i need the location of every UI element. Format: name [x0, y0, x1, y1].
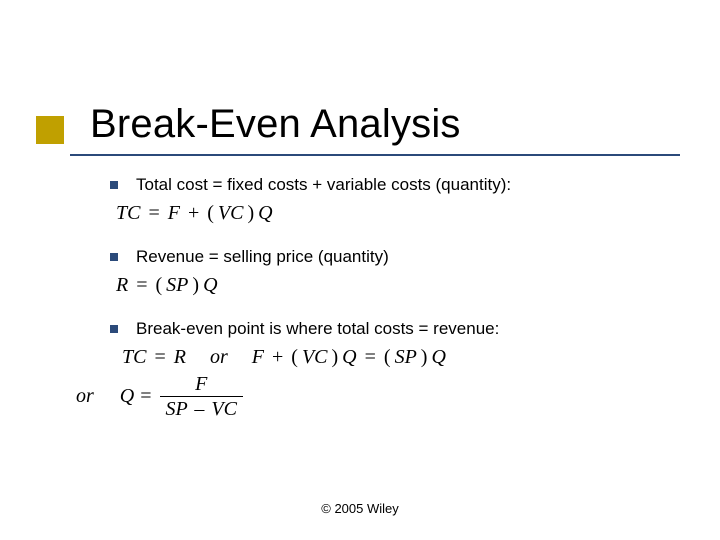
var-q: Q [203, 274, 217, 296]
var-vc: VC [211, 398, 237, 420]
close-paren: ) [192, 274, 199, 296]
formula-break-even: TC = R or F + (VC)Q = (SP)Q or Q [116, 346, 660, 419]
footer-copyright: © 2005 Wiley [0, 501, 720, 516]
var-q: Q [120, 385, 134, 408]
word-or: or [76, 385, 94, 408]
var-sp: SP [166, 398, 188, 420]
bullet-row: Total cost = fixed costs + variable cost… [110, 174, 660, 196]
open-paren: ( [291, 346, 298, 368]
title-underline [70, 154, 680, 156]
bullet-text: Revenue = selling price (quantity) [136, 246, 389, 268]
bullet-text: Break-even point is where total costs = … [136, 318, 499, 340]
formula-revenue: R = (SP)Q [116, 274, 660, 296]
square-bullet-icon [110, 253, 118, 261]
var-q: Q [258, 202, 272, 224]
var-vc: VC [302, 346, 328, 368]
bullet-row: Break-even point is where total costs = … [110, 318, 660, 340]
formula-total-cost: TC = F + (VC)Q [116, 202, 660, 224]
var-r: R [116, 274, 128, 296]
bullet-row: Revenue = selling price (quantity) [110, 246, 660, 268]
var-sp: SP [166, 274, 188, 296]
slide: Break-Even Analysis Total cost = fixed c… [0, 0, 720, 540]
word-or: or [210, 346, 228, 368]
title-row: Break-Even Analysis [90, 102, 680, 146]
var-f: F [252, 346, 264, 368]
page-title: Break-Even Analysis [90, 102, 680, 146]
var-q: Q [342, 346, 356, 368]
var-vc: VC [218, 202, 244, 224]
var-tc: TC [122, 346, 146, 368]
square-bullet-icon [110, 181, 118, 189]
section-break-even: Break-even point is where total costs = … [110, 318, 660, 419]
minus-sign: – [192, 398, 206, 420]
section-total-cost: Total cost = fixed costs + variable cost… [110, 174, 660, 224]
formula-be-line1: TC = R or F + (VC)Q = (SP)Q [122, 346, 660, 368]
square-bullet-icon [110, 325, 118, 333]
equals-sign: = [150, 346, 169, 368]
var-tc: TC [116, 202, 140, 224]
fraction-numerator: F [189, 374, 213, 394]
equals-sign: = [144, 202, 163, 224]
fraction-denominator: SP – VC [160, 399, 243, 419]
equals-sign: = [132, 274, 151, 296]
accent-square [36, 116, 64, 144]
var-sp: SP [395, 346, 417, 368]
fraction-bar [160, 396, 243, 397]
close-paren: ) [332, 346, 339, 368]
var-q: Q [431, 346, 445, 368]
var-f: F [168, 202, 180, 224]
section-revenue: Revenue = selling price (quantity) R = (… [110, 246, 660, 296]
close-paren: ) [421, 346, 428, 368]
bullet-text: Total cost = fixed costs + variable cost… [136, 174, 511, 196]
var-r: R [174, 346, 186, 368]
close-paren: ) [247, 202, 254, 224]
open-paren: ( [207, 202, 214, 224]
plus-sign: + [268, 346, 287, 368]
formula-be-line2: or Q = F SP – VC [76, 374, 660, 419]
open-paren: ( [156, 274, 163, 296]
equals-sign: = [361, 346, 380, 368]
fraction: F SP – VC [160, 374, 243, 419]
equals-sign: = [140, 385, 151, 408]
plus-sign: + [184, 202, 203, 224]
slide-body: Total cost = fixed costs + variable cost… [110, 174, 660, 433]
open-paren: ( [384, 346, 391, 368]
